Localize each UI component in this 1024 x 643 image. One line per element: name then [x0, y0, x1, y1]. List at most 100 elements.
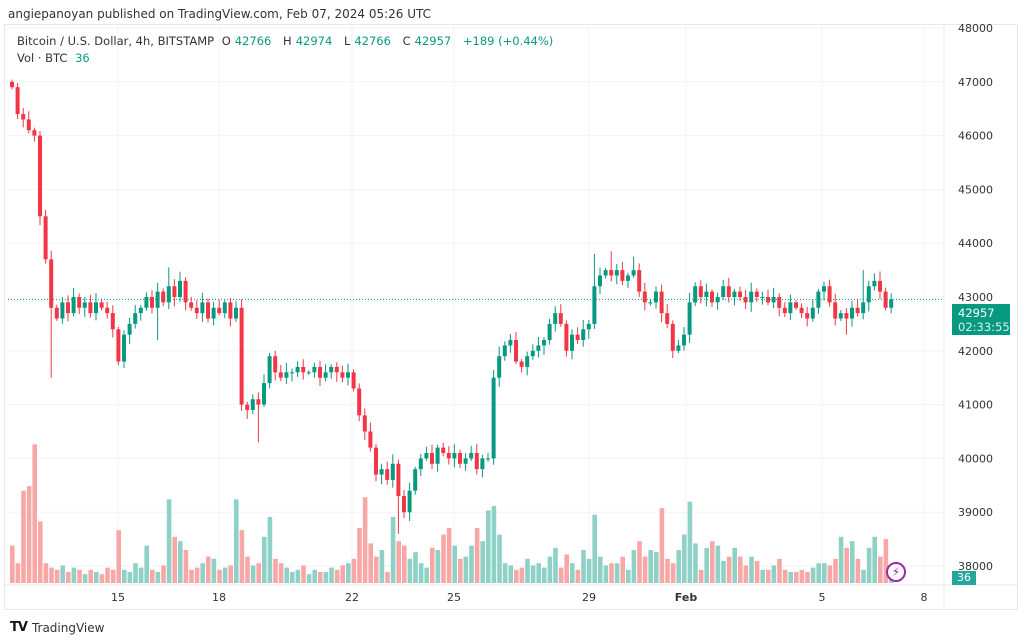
candle-body [94, 302, 98, 314]
candle-body [648, 302, 653, 304]
candle-body [38, 135, 42, 217]
candle-body [558, 313, 563, 324]
candle-body [10, 81, 14, 88]
volume-bar [166, 499, 172, 583]
volume-bar [687, 501, 693, 583]
price-axis-tick: 40000 [958, 452, 993, 465]
candle-body [822, 286, 826, 292]
candle-body [586, 323, 591, 330]
volume-bar [99, 574, 105, 583]
volume-bar [715, 545, 721, 583]
volume-bar [15, 563, 21, 583]
volume-bar [396, 541, 401, 583]
volume-bar [295, 569, 301, 583]
candle-body [525, 356, 530, 367]
candle-body [782, 307, 787, 314]
candle-body [351, 372, 356, 389]
volume-bar [340, 565, 345, 583]
candle-body [150, 297, 154, 308]
price-axis-tick: 42000 [958, 345, 993, 358]
candle-body [306, 372, 311, 374]
price-change: +189 (+0.44%) [462, 34, 554, 48]
chart-legend: Bitcoin / U.S. Dollar, 4h, BITSTAMP O 427… [17, 33, 557, 67]
time-axis-tick: 25 [447, 591, 461, 604]
candle-body [547, 323, 552, 341]
candle-body [866, 286, 871, 303]
candle-body [642, 291, 647, 303]
time-axis-tick: 29 [582, 591, 596, 604]
volume-bar [872, 536, 877, 583]
candle-body [368, 431, 373, 448]
volume-bar [844, 547, 849, 583]
candle-body [424, 453, 429, 459]
volume-bar [771, 565, 777, 583]
volume-bars [10, 444, 894, 583]
volume-bar [693, 543, 698, 583]
volume-bar [312, 569, 317, 583]
volume-bar [502, 563, 508, 583]
volume-bar [301, 565, 306, 583]
candle-body [732, 291, 737, 297]
volume-bar [721, 561, 726, 583]
candle-body [77, 297, 82, 308]
candle-body [66, 302, 70, 314]
volume-bar [88, 569, 93, 583]
volume-bar [346, 563, 351, 583]
time-axis-tick: Feb [675, 591, 698, 604]
candle-body [49, 259, 54, 308]
candle-body [217, 307, 222, 314]
candle-body [693, 286, 698, 303]
volume-bar [262, 536, 267, 583]
volume-bar [368, 543, 373, 583]
volume-bar [138, 567, 144, 583]
candle-body [458, 453, 462, 464]
volume-bar [150, 569, 155, 583]
volume-bar [469, 545, 474, 583]
candle-body [844, 313, 849, 319]
volume-bar [497, 534, 502, 583]
candle-body [676, 345, 681, 351]
volume-bar [564, 554, 569, 583]
candle-body [138, 307, 143, 314]
volume-value: 36 [75, 51, 90, 65]
time-axis-tick: 22 [345, 591, 359, 604]
candle-body [26, 119, 31, 131]
volume-bar [284, 567, 289, 583]
volume-bar [833, 558, 838, 583]
candle-body [760, 297, 765, 298]
volume-bar [648, 550, 653, 583]
volume-bar [855, 558, 861, 583]
volume-bar [441, 534, 446, 583]
volume-bar [480, 541, 485, 583]
current-volume-badge: 36 [952, 571, 976, 585]
candle-body [222, 302, 227, 314]
lightning-icon[interactable]: ⚡ [886, 562, 906, 582]
volume-bar [71, 567, 77, 583]
candle-body [687, 302, 692, 335]
candle-body [43, 216, 48, 260]
footer-brand[interactable]: TradingView [31, 620, 105, 635]
candle-body [133, 313, 138, 324]
volume-bar [794, 572, 799, 583]
volume-bar [822, 563, 827, 583]
volume-bar [200, 563, 205, 583]
volume-bar [850, 541, 855, 583]
volume-bar [194, 567, 200, 583]
volume-bar [77, 569, 82, 583]
volume-bar [172, 536, 177, 583]
volume-bar [581, 550, 586, 583]
candle-body [738, 291, 742, 297]
volume-bar [183, 550, 189, 583]
volume-bar [519, 567, 525, 583]
volume-bar [575, 569, 581, 583]
candle-body [256, 399, 261, 405]
volume-bar [306, 574, 312, 583]
volume-bar [54, 569, 60, 583]
tradingview-logo-icon[interactable]: TV [10, 620, 28, 635]
volume-bar [318, 572, 323, 583]
candle-body [491, 377, 496, 459]
candle-body [110, 313, 115, 330]
candle-body [178, 280, 182, 297]
candle-body [715, 297, 720, 303]
